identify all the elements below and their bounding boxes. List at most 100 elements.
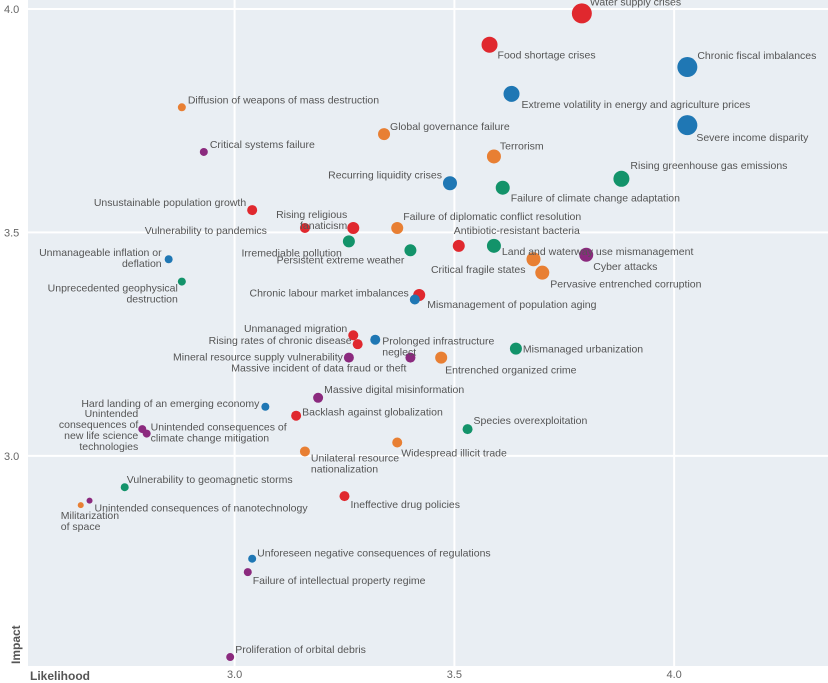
data-point [495,180,510,195]
data-point [261,402,270,411]
point-label: Proliferation of orbital debris [235,644,366,656]
data-point [486,149,501,164]
point-label: Unforeseen negative consequences of regu… [257,548,491,560]
data-point [347,221,360,234]
data-point [392,437,403,448]
point-label: Pervasive entrenched corruption [550,279,701,291]
point-label: Failure of intellectual property regime [253,575,426,587]
data-point [481,36,498,53]
data-point [391,221,404,234]
point-label: Widespread illicit trade [401,448,507,460]
point-label: Prolonged infrastructure neglect [382,336,494,359]
data-point [339,491,350,502]
data-point [509,342,522,355]
data-point [378,128,391,141]
y-tick-label: 4.0 [4,4,19,16]
data-point [677,57,698,78]
point-label: Hard landing of an emerging economy [81,398,260,410]
plot-background [28,0,828,666]
data-point [299,446,310,457]
data-point [404,244,417,257]
data-point [226,653,235,662]
point-label: Unmanageable inflation or deflation [39,247,162,270]
point-label: Extreme volatility in energy and agricul… [522,99,751,111]
data-point [579,247,594,262]
point-label: Mismanaged urbanization [523,344,643,356]
data-point [342,235,355,248]
data-point [486,238,501,253]
point-label: Vulnerability to pandemics [145,225,267,237]
point-labels: Water supply crises Food shortage crises C… [39,0,816,656]
point-label: Failure of climate change adaptation [511,193,680,205]
grid-lines [28,0,828,666]
data-point [462,424,473,435]
data-point [77,502,84,509]
data-point [503,85,520,102]
point-label: Persistent extreme weather [277,254,405,266]
x-tick-label: 3.0 [227,669,242,681]
data-point [370,334,381,345]
point-label: Diffusion of weapons of mass destruction [188,94,379,106]
point-label: Rising religious fanaticism [276,209,347,232]
y-tick-label: 3.0 [4,451,19,463]
point-label: Entrenched organized crime [445,365,576,377]
x-axis-title: Likelihood [30,669,90,683]
y-tick-labels: 3.0 3.5 4.0 [4,4,19,463]
data-point [343,352,354,363]
point-label: Mismanagement of population aging [427,299,596,311]
point-label: Unintended consequences of new life scienc… [59,408,139,453]
point-label: Irremediable pollution [241,247,342,259]
point-label: Rising greenhouse gas emissions [630,160,787,172]
data-point [348,330,359,341]
point-label: Militarization of space [61,510,120,533]
x-tick-label: 3.5 [447,669,462,681]
point-label: Unilateral resource nationalization [311,452,399,475]
data-point [526,252,541,267]
point-label: Chronic fiscal imbalances [697,50,816,62]
point-label: Recurring liquidity crises [328,169,442,181]
point-label: Mineral resource supply vulnerability [173,352,344,364]
point-label: Unmanaged migration [244,323,347,335]
point-label: Cyber attacks [593,261,657,273]
point-label: Global governance failure [390,121,510,133]
point-label: Species overexploitation [474,415,588,427]
data-point [177,277,186,286]
data-point [299,222,310,233]
point-label: Water supply crises [590,0,681,8]
point-label: Ineffective drug policies [350,499,460,511]
point-label: Critical systems failure [210,139,315,151]
data-point [571,3,592,24]
data-point [164,255,173,264]
point-label: Chronic labour market imbalances [249,287,408,299]
data-point [313,392,324,403]
data-point [435,351,448,364]
data-point [452,239,465,252]
point-label: Failure of diplomatic conflict resolutio… [403,211,581,223]
data-point [243,568,252,577]
point-label: Food shortage crises [498,50,596,62]
data-point [677,115,698,136]
data-point [291,410,302,421]
point-label: Rising rates of chronic disease [209,335,352,347]
data-point [247,205,258,216]
data-point [120,483,129,492]
data-point [535,265,550,280]
data-point [409,294,420,305]
data-point [613,170,630,187]
point-label: Severe income disparity [696,132,809,144]
x-tick-label: 4.0 [667,669,682,681]
data-point [199,147,208,156]
data-point [86,497,93,504]
data-point [352,339,363,350]
point-label: Unintended consequences of climate change… [151,422,287,445]
data-point [442,176,457,191]
data-point [177,103,186,112]
y-axis-title: Impact [9,625,23,664]
point-label: Backlash against globalization [302,407,443,419]
data-points [77,3,698,662]
point-label: Unintended consequences of nanotechnolog… [95,503,309,515]
point-label: Vulnerability to geomagnetic storms [127,474,293,486]
data-point [248,554,257,563]
y-tick-label: 3.5 [4,227,19,239]
